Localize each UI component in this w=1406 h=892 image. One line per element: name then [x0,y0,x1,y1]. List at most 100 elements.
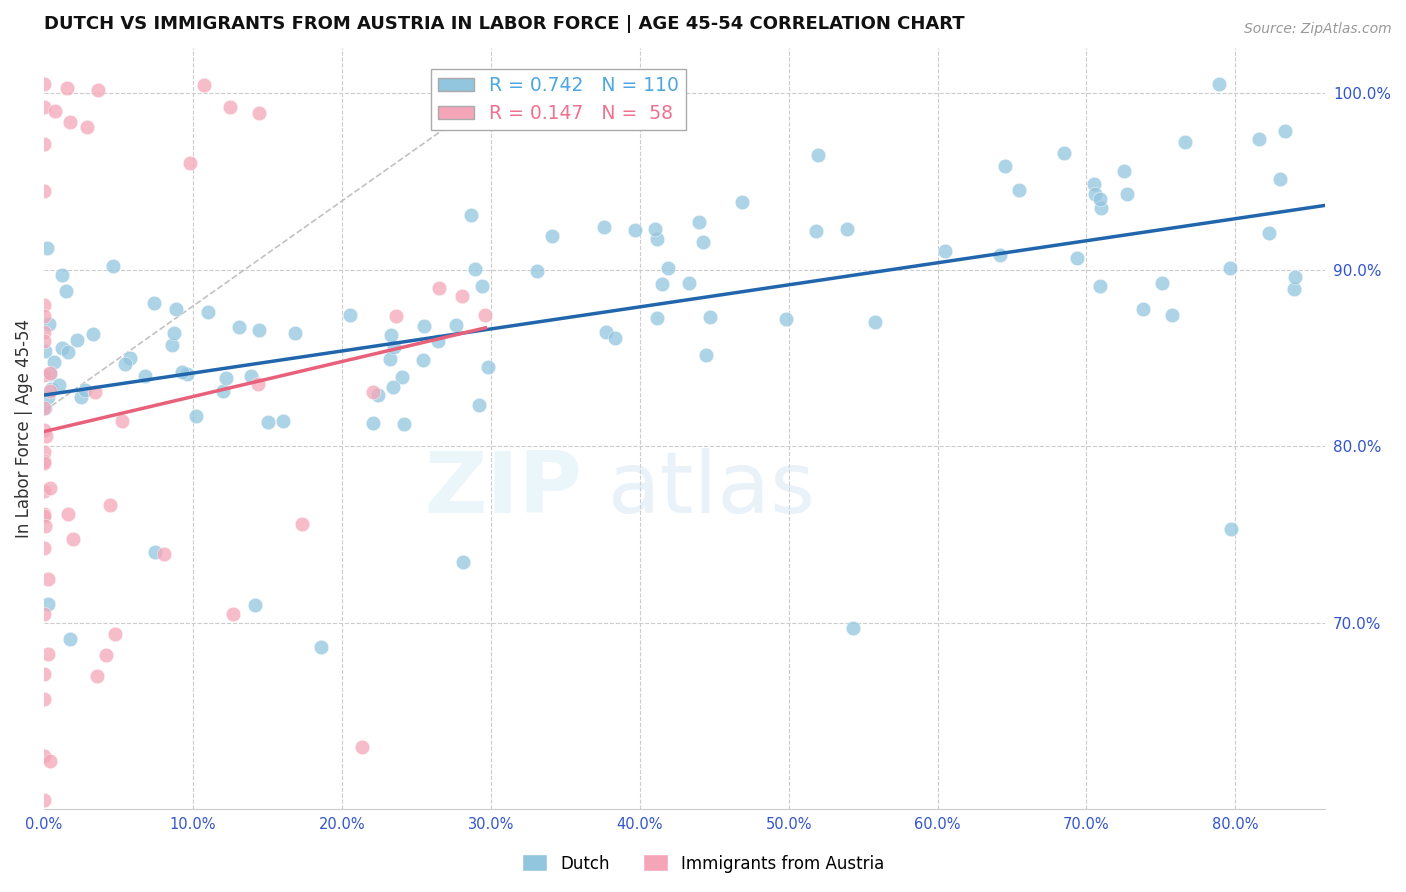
Point [1132,301,1154,316]
Legend: Dutch, Immigrants from Austria: Dutch, Immigrants from Austria [515,847,891,880]
Point [118,351,141,365]
Point [271,414,294,428]
Point [44,104,66,119]
Point [467,398,489,412]
Point [176,367,198,381]
Point [603,331,626,345]
Point [32,424,55,438]
Point [38,317,60,331]
Point [1219,523,1241,537]
Point [56,81,79,95]
Point [807,148,830,162]
Point [62,532,84,546]
Point [1090,192,1112,206]
Point [32,184,55,198]
Point [32,454,55,468]
Point [66,334,89,348]
Point [247,376,270,391]
Point [55,284,77,298]
Point [32,607,55,621]
Point [699,310,721,324]
Point [32,748,55,763]
Point [51,341,73,355]
Point [382,380,405,394]
Point [59,115,82,129]
Point [339,308,361,322]
Point [934,244,956,259]
Point [688,214,710,228]
Point [863,315,886,329]
Point [471,279,494,293]
Point [32,445,55,459]
Point [412,353,434,368]
Point [243,599,266,613]
Point [446,318,468,332]
Point [32,99,55,113]
Point [162,338,184,352]
Point [32,298,55,312]
Point [37,647,59,661]
Point [32,77,55,91]
Point [392,417,415,432]
Point [32,368,55,382]
Point [38,384,60,398]
Point [1116,186,1139,201]
Point [593,220,616,235]
Point [1053,146,1076,161]
Point [197,305,219,319]
Point [153,547,176,561]
Point [451,289,474,303]
Point [179,156,201,170]
Point [1066,252,1088,266]
Point [595,326,617,340]
Point [451,555,474,569]
Point [184,409,207,424]
Point [1090,279,1112,293]
Point [32,309,55,323]
Point [87,82,110,96]
Point [1268,172,1291,186]
Point [352,740,374,755]
Point [384,341,406,355]
Point [1150,277,1173,291]
Point [32,667,55,681]
Point [1284,269,1306,284]
Point [361,416,384,430]
Point [215,371,238,385]
Text: ZIP: ZIP [425,448,582,531]
Point [474,309,496,323]
Point [41,382,63,396]
Y-axis label: In Labor Force | Age 45-54: In Labor Force | Age 45-54 [15,319,32,538]
Point [841,621,863,635]
Point [247,323,270,337]
Point [58,344,80,359]
Point [48,378,70,392]
Point [34,401,56,416]
Point [385,310,408,324]
Point [34,518,56,533]
Point [257,415,280,429]
Point [166,302,188,317]
Point [59,632,82,646]
Point [1274,124,1296,138]
Point [172,365,194,379]
Point [56,507,79,521]
Point [644,221,666,235]
Point [134,369,156,384]
Point [391,370,413,384]
Point [290,516,312,531]
Point [39,367,62,381]
Point [42,354,65,368]
Point [32,509,55,524]
Point [464,262,486,277]
Point [35,429,58,443]
Point [429,281,451,295]
Point [82,326,104,341]
Point [75,384,97,398]
Point [645,311,668,326]
Point [1083,178,1105,192]
Point [32,507,55,521]
Point [804,223,827,237]
Point [219,100,242,114]
Point [163,326,186,340]
